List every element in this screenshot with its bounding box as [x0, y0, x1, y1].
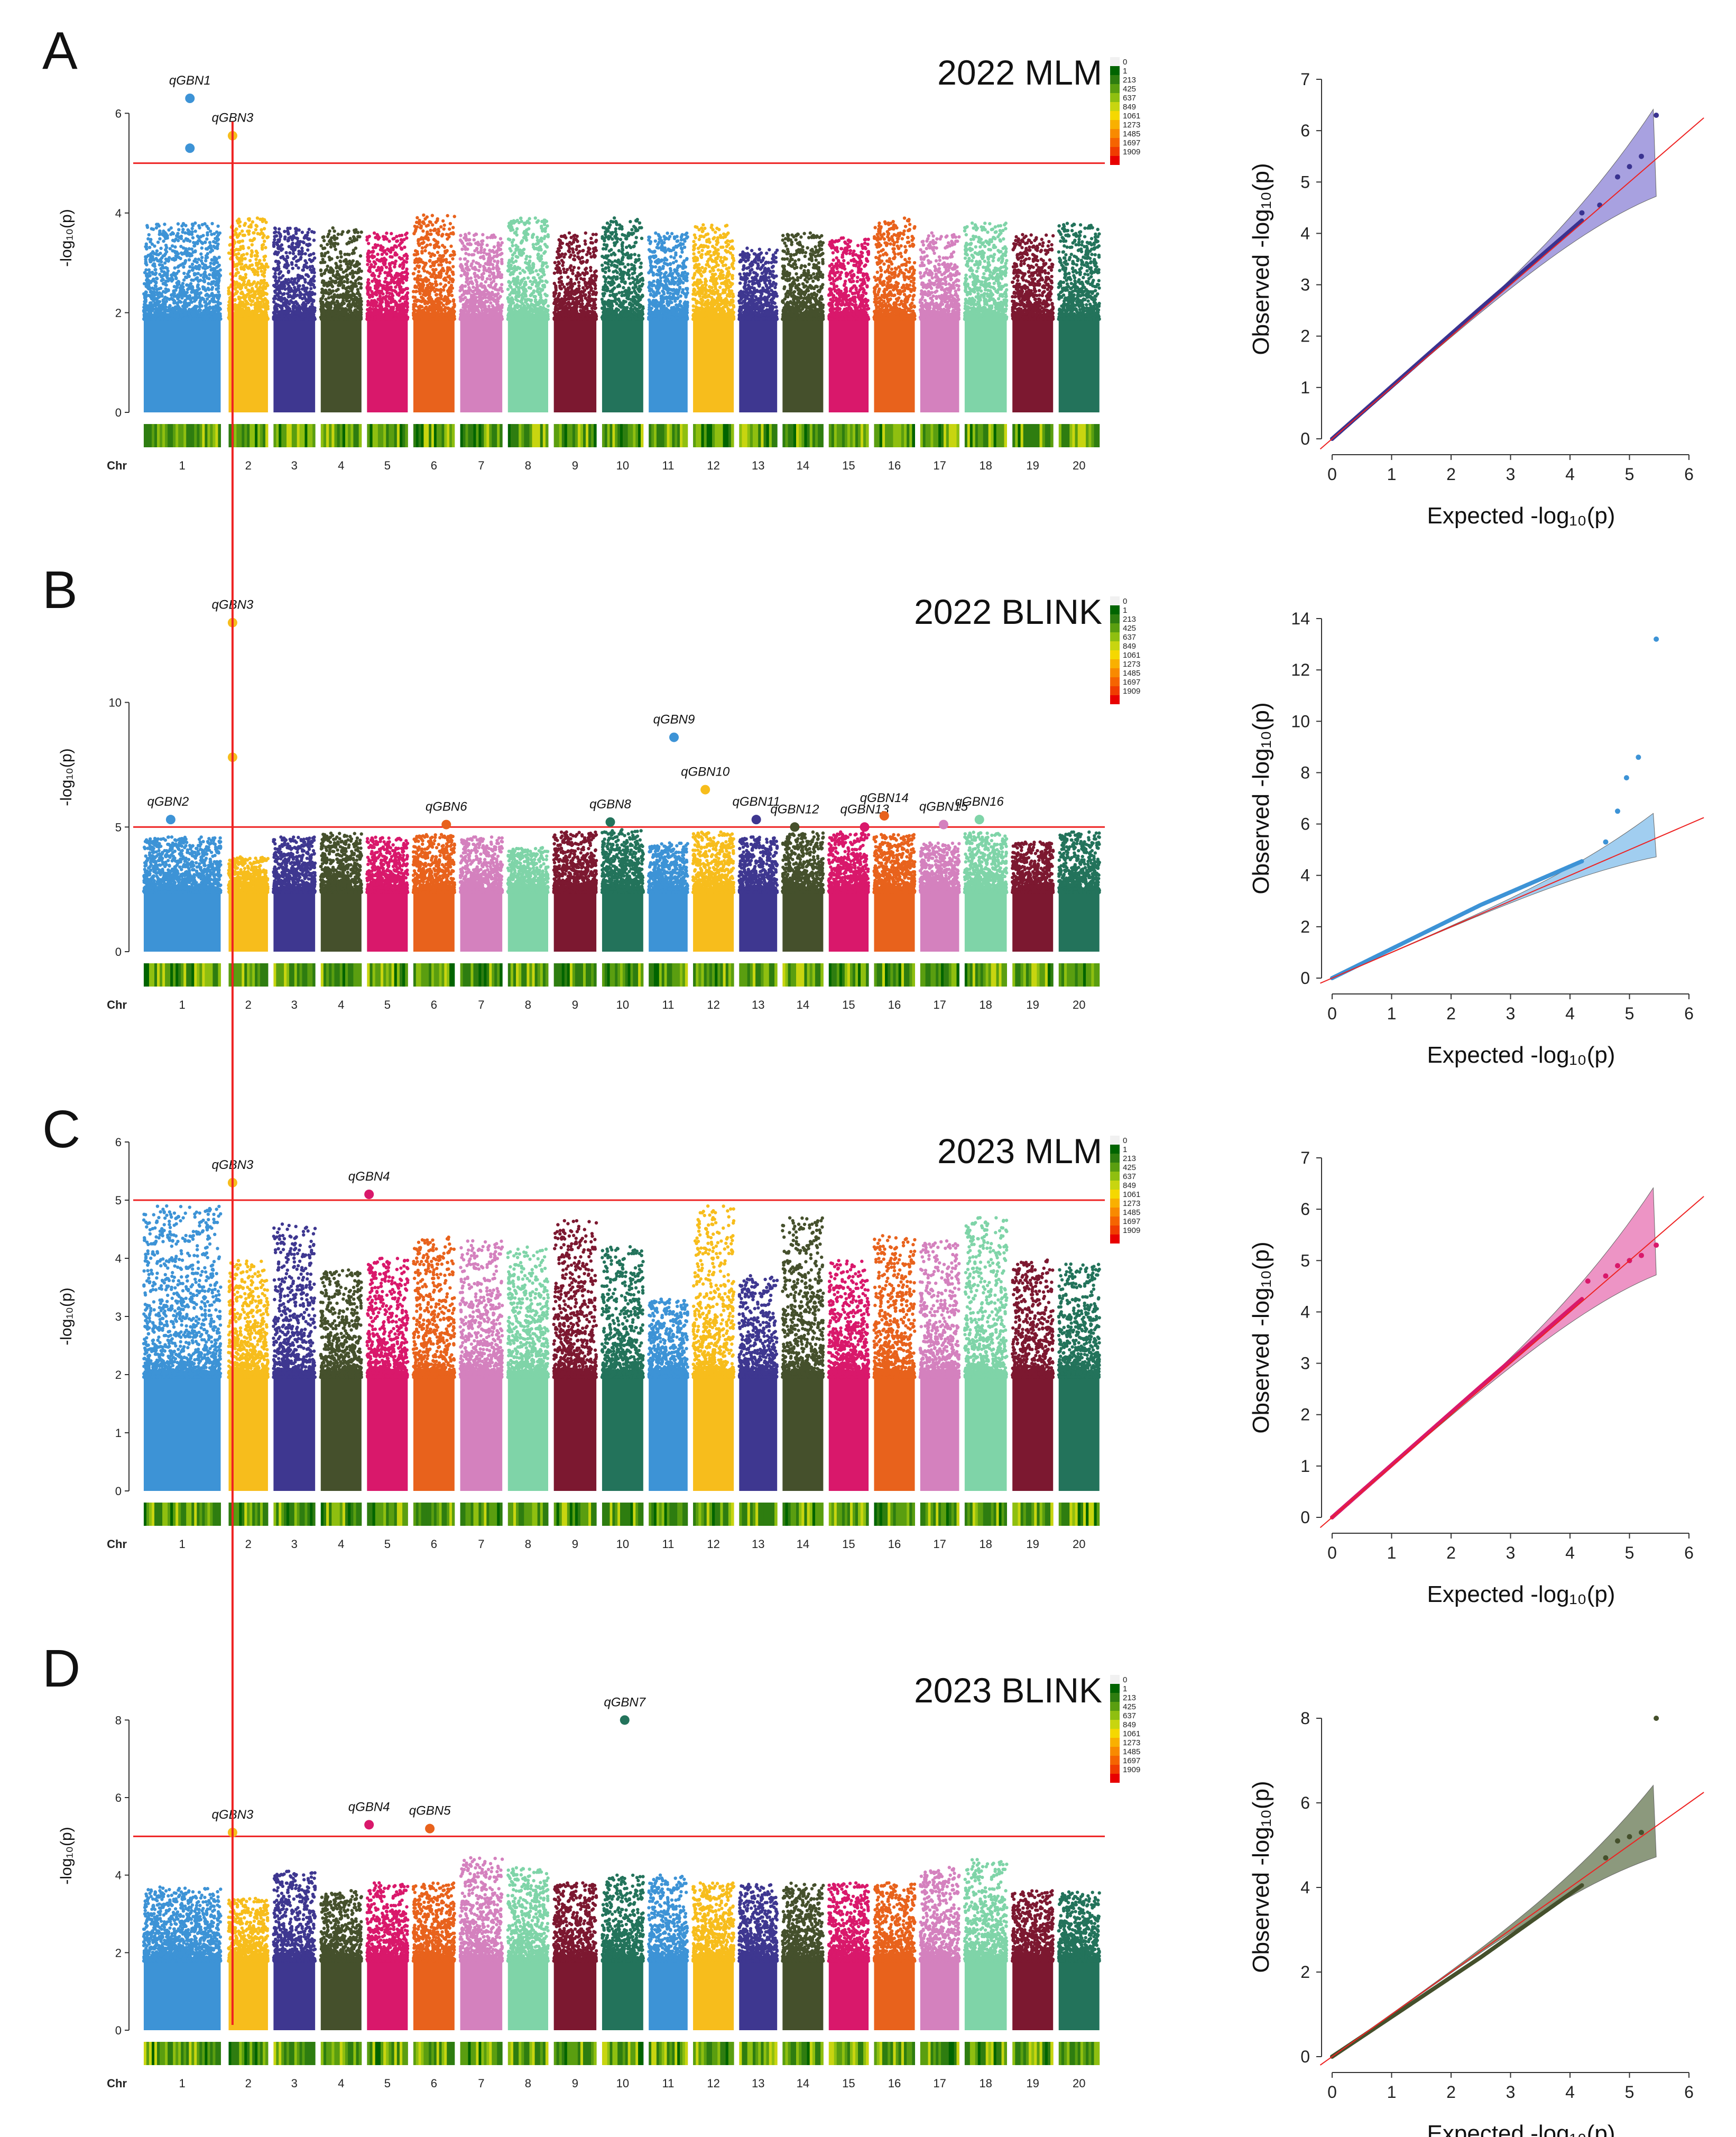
snp-point — [209, 262, 213, 265]
snp-point — [173, 266, 176, 270]
figure: A 2022 MLM0246-log₁₀(p)qGBN1qGBN3Chr 1 2 3 4 5… — [0, 0, 1736, 2137]
snp-cloud — [142, 214, 1101, 412]
y-tick-label: 6 — [115, 107, 122, 120]
snp-point — [210, 222, 214, 225]
y-tick-label: 2 — [115, 306, 122, 319]
y-tick-label: 4 — [115, 207, 122, 220]
snp-point — [182, 265, 185, 269]
snp-point — [159, 247, 162, 250]
snp-point — [167, 228, 170, 232]
y-axis-label: -log₁₀(p) — [58, 209, 75, 266]
panel-letter: A — [42, 21, 78, 80]
snp-point — [193, 244, 196, 247]
snp-point — [191, 263, 194, 266]
chr-1-block — [144, 314, 221, 412]
snp-point — [155, 249, 159, 252]
snp-point — [217, 290, 220, 293]
snp-point — [200, 256, 204, 259]
snp-point — [199, 252, 202, 255]
panel-title: 2022 MLM — [937, 53, 1102, 92]
snp-point — [190, 227, 193, 230]
y-tick-label: 0 — [115, 406, 122, 419]
snp-point — [188, 258, 191, 261]
